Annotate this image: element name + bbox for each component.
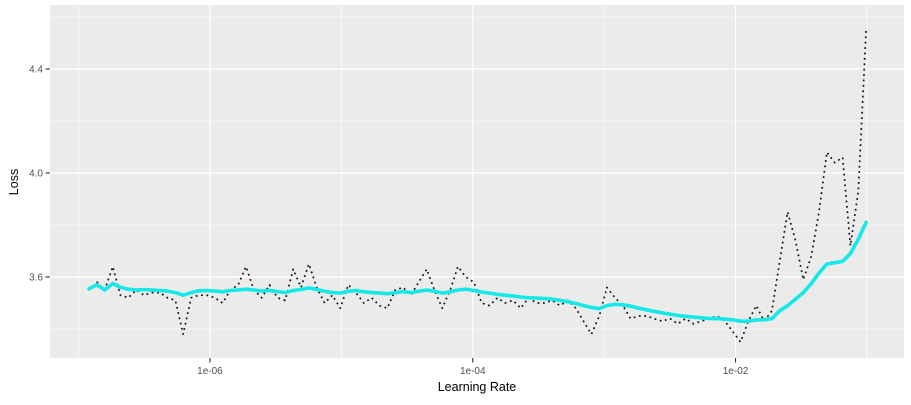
x-tick-label: 1e-06 <box>197 366 223 377</box>
x-tick-label: 1e-02 <box>723 366 749 377</box>
raw-loss-line <box>88 29 867 343</box>
y-tick-label: 4.4 <box>29 65 43 76</box>
y-tick-label: 4.0 <box>29 169 43 180</box>
data-series <box>87 29 868 343</box>
y-tick-label: 3.6 <box>29 273 43 284</box>
smoothed-loss-line <box>87 220 868 323</box>
axis-tick-labels: 1e-06 1e-04 1e-02 3.6 4.0 4.4 <box>29 65 749 377</box>
axis-tick-marks <box>45 68 737 363</box>
y-axis-title: Loss <box>7 169 21 195</box>
plot-panel <box>50 5 904 358</box>
x-axis-title: Learning Rate <box>438 380 517 394</box>
minor-gridlines <box>50 5 904 358</box>
major-gridlines <box>50 5 904 358</box>
x-tick-label: 1e-04 <box>460 366 486 377</box>
